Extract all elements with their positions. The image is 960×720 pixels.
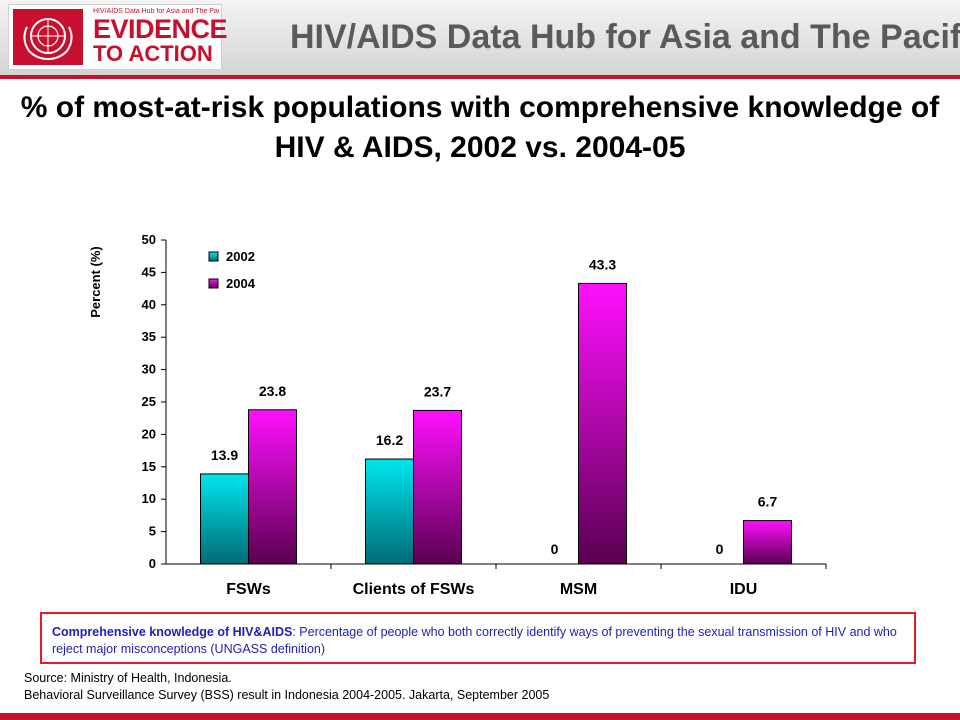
chart-data-labels: 13.9 23.8 16.2 23.7 0 43.3 0 6.7 bbox=[211, 256, 778, 557]
chart-legend: 2002 2004 bbox=[208, 249, 256, 291]
data-label: 0 bbox=[551, 541, 559, 557]
y-tick-label: 25 bbox=[142, 394, 156, 409]
data-label: 13.9 bbox=[211, 447, 238, 463]
bar-2004-msm bbox=[578, 282, 627, 565]
logo-tagline: HIV/AIDS Data Hub for Asia and The Pacif… bbox=[93, 8, 219, 15]
logo-line-evidence: EVIDENCE bbox=[93, 14, 228, 44]
legend-swatch-2004 bbox=[208, 278, 219, 289]
y-tick-label: 10 bbox=[142, 491, 156, 506]
y-tick-label: 35 bbox=[142, 329, 156, 344]
y-tick-label: 30 bbox=[142, 362, 156, 377]
logo-line-to-action: TO ACTION bbox=[93, 41, 213, 66]
legend-label-2002: 2002 bbox=[226, 249, 255, 264]
y-tick-label: 50 bbox=[142, 232, 156, 247]
footer-divider bbox=[0, 713, 960, 720]
header-divider bbox=[0, 75, 960, 79]
data-label: 23.7 bbox=[424, 383, 451, 399]
bar-2004-idu bbox=[743, 520, 792, 565]
x-tick-label: MSM bbox=[560, 581, 597, 598]
bar-2004-clients-of-fsws bbox=[413, 409, 462, 565]
y-tick-label: 5 bbox=[149, 524, 156, 539]
x-tick-label: FSWs bbox=[226, 581, 271, 598]
data-label: 0 bbox=[716, 541, 724, 557]
hub-title: HIV/AIDS Data Hub for Asia and The Pacif… bbox=[290, 18, 960, 56]
data-label: 23.8 bbox=[259, 383, 286, 399]
definition-text: : Percentage of people who both correctl… bbox=[52, 625, 897, 656]
source-line-1: Source: Ministry of Health, Indonesia. bbox=[24, 671, 232, 685]
definition-term: Comprehensive knowledge of HIV&AIDS bbox=[52, 625, 293, 639]
page-title: % of most-at-risk populations with compr… bbox=[20, 91, 940, 164]
y-tick-label: 45 bbox=[142, 264, 156, 279]
data-label: 16.2 bbox=[376, 432, 403, 448]
y-tick-label: 15 bbox=[142, 459, 156, 474]
bar-2004-fsws bbox=[248, 409, 297, 565]
source-citation: Source: Ministry of Health, Indonesia. B… bbox=[24, 670, 549, 704]
bar-2002-clients-of-fsws bbox=[365, 458, 414, 565]
definition-box: Comprehensive knowledge of HIV&AIDS: Per… bbox=[40, 612, 916, 664]
x-tick-label: IDU bbox=[730, 581, 758, 598]
y-tick-label: 20 bbox=[142, 426, 156, 441]
chart-bars bbox=[200, 282, 792, 565]
y-axis-label: Percent (%) bbox=[88, 246, 103, 318]
source-line-2: Behavioral Surveillance Survey (BSS) res… bbox=[24, 688, 550, 702]
legend-swatch-2002 bbox=[208, 251, 219, 262]
chart-axes: 0 5 10 15 20 25 30 35 40 45 50 FSWs Clients of FSWs M… bbox=[142, 232, 827, 598]
bar-chart: Percent (%) 0 5 10 15 20 25 30 35 40 45 50 FSWs Clie… bbox=[88, 232, 827, 598]
header-banner: HIV/AIDS Data Hub for Asia and The Pacif… bbox=[0, 0, 960, 75]
evidence-to-action-logo: HIV/AIDS Data Hub for Asia and The Pacif… bbox=[8, 4, 228, 70]
x-tick-label: Clients of FSWs bbox=[353, 581, 475, 598]
y-tick-label: 40 bbox=[142, 297, 156, 312]
data-label: 6.7 bbox=[758, 494, 778, 510]
y-tick-label: 0 bbox=[149, 556, 156, 571]
legend-label-2004: 2004 bbox=[226, 276, 256, 291]
bar-2002-fsws bbox=[200, 473, 249, 565]
un-emblem-icon bbox=[13, 9, 83, 65]
data-label: 43.3 bbox=[589, 256, 616, 272]
